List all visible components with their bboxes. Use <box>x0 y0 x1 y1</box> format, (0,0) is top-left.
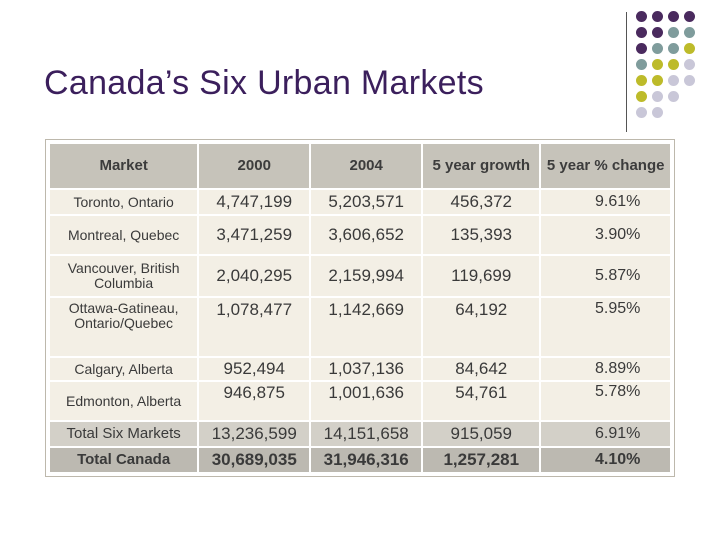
market-table-frame: Market 2000 2004 5 year growth 5 year % … <box>46 140 674 476</box>
cell-growth: 64,192 <box>421 296 542 358</box>
decorative-dot <box>652 27 663 38</box>
cell-2000: 4,747,199 <box>197 188 312 216</box>
cell-market: Calgary, Alberta <box>47 356 200 382</box>
decorative-dot <box>684 11 695 22</box>
cell-market: Total Canada <box>47 446 200 474</box>
header-2004: 2004 <box>309 142 424 190</box>
cell-change: 5.78% <box>539 380 672 422</box>
cell-change: 9.61% <box>539 188 672 216</box>
cell-2004: 31,946,316 <box>309 446 424 474</box>
cell-2000: 1,078,477 <box>197 296 312 358</box>
decorative-dot <box>652 75 663 86</box>
decorative-dot <box>684 75 695 86</box>
table-row: Ottawa-Gatineau, Ontario/Quebec 1,078,47… <box>47 296 672 358</box>
decorative-dot <box>668 75 679 86</box>
cell-2004: 14,151,658 <box>309 420 424 448</box>
cell-growth: 84,642 <box>421 356 542 382</box>
cell-growth: 915,059 <box>421 420 542 448</box>
header-growth: 5 year growth <box>421 142 542 190</box>
table-row: Calgary, Alberta 952,494 1,037,136 84,64… <box>47 356 672 382</box>
table-header-row: Market 2000 2004 5 year growth 5 year % … <box>47 142 672 190</box>
decorative-dot <box>684 43 695 54</box>
cell-2000: 30,689,035 <box>197 446 312 474</box>
cell-growth: 135,393 <box>421 214 542 256</box>
total-six-markets-row: Total Six Markets 13,236,599 14,151,658 … <box>47 420 672 448</box>
decorative-dot <box>652 43 663 54</box>
total-canada-row: Total Canada 30,689,035 31,946,316 1,257… <box>47 446 672 474</box>
cell-2004: 1,142,669 <box>309 296 424 358</box>
cell-growth: 54,761 <box>421 380 542 422</box>
cell-2004: 2,159,994 <box>309 254 424 298</box>
cell-change: 3.90% <box>539 214 672 256</box>
decorative-dot <box>636 107 647 118</box>
table-row: Montreal, Quebec 3,471,259 3,606,652 135… <box>47 214 672 256</box>
decorative-dot <box>684 59 695 70</box>
cell-market: Toronto, Ontario <box>47 188 200 216</box>
decorative-dot <box>636 27 647 38</box>
cell-change: 4.10% <box>539 446 672 474</box>
decorative-dot <box>636 59 647 70</box>
market-table: Market 2000 2004 5 year growth 5 year % … <box>47 142 672 474</box>
cell-market: Ottawa-Gatineau, Ontario/Quebec <box>47 296 200 358</box>
cell-2004: 1,037,136 <box>309 356 424 382</box>
decorative-dot <box>668 91 679 102</box>
cell-2004: 5,203,571 <box>309 188 424 216</box>
decorative-dot <box>668 59 679 70</box>
divider-line <box>626 12 627 132</box>
cell-change: 5.95% <box>539 296 672 358</box>
decorative-dot <box>668 43 679 54</box>
decorative-dot <box>668 11 679 22</box>
header-market: Market <box>47 142 200 190</box>
decorative-dot <box>636 43 647 54</box>
cell-change: 8.89% <box>539 356 672 382</box>
cell-2004: 1,001,636 <box>309 380 424 422</box>
header-2000: 2000 <box>197 142 312 190</box>
cell-2000: 952,494 <box>197 356 312 382</box>
decorative-dot <box>636 11 647 22</box>
cell-market: Montreal, Quebec <box>47 214 200 256</box>
slide-title: Canada’s Six Urban Markets <box>44 64 484 102</box>
table-row: Toronto, Ontario 4,747,199 5,203,571 456… <box>47 188 672 216</box>
cell-growth: 1,257,281 <box>421 446 542 474</box>
decorative-dot <box>684 27 695 38</box>
cell-2000: 2,040,295 <box>197 254 312 298</box>
decorative-dot <box>652 59 663 70</box>
decorative-dot <box>636 91 647 102</box>
cell-2000: 946,875 <box>197 380 312 422</box>
table-row: Vancouver, British Columbia 2,040,295 2,… <box>47 254 672 298</box>
cell-change: 6.91% <box>539 420 672 448</box>
cell-market: Vancouver, British Columbia <box>47 254 200 298</box>
table-row: Edmonton, Alberta 946,875 1,001,636 54,7… <box>47 380 672 422</box>
cell-2004: 3,606,652 <box>309 214 424 256</box>
decorative-dot <box>668 27 679 38</box>
cell-market: Total Six Markets <box>47 420 200 448</box>
cell-market: Edmonton, Alberta <box>47 380 200 422</box>
decorative-dot <box>652 91 663 102</box>
decorative-dot-grid <box>636 11 720 123</box>
cell-2000: 3,471,259 <box>197 214 312 256</box>
decorative-dot <box>652 11 663 22</box>
header-change: 5 year % change <box>539 142 672 190</box>
cell-growth: 456,372 <box>421 188 542 216</box>
cell-2000: 13,236,599 <box>197 420 312 448</box>
decorative-dot <box>636 75 647 86</box>
cell-change: 5.87% <box>539 254 672 298</box>
decorative-dot <box>652 107 663 118</box>
cell-growth: 119,699 <box>421 254 542 298</box>
